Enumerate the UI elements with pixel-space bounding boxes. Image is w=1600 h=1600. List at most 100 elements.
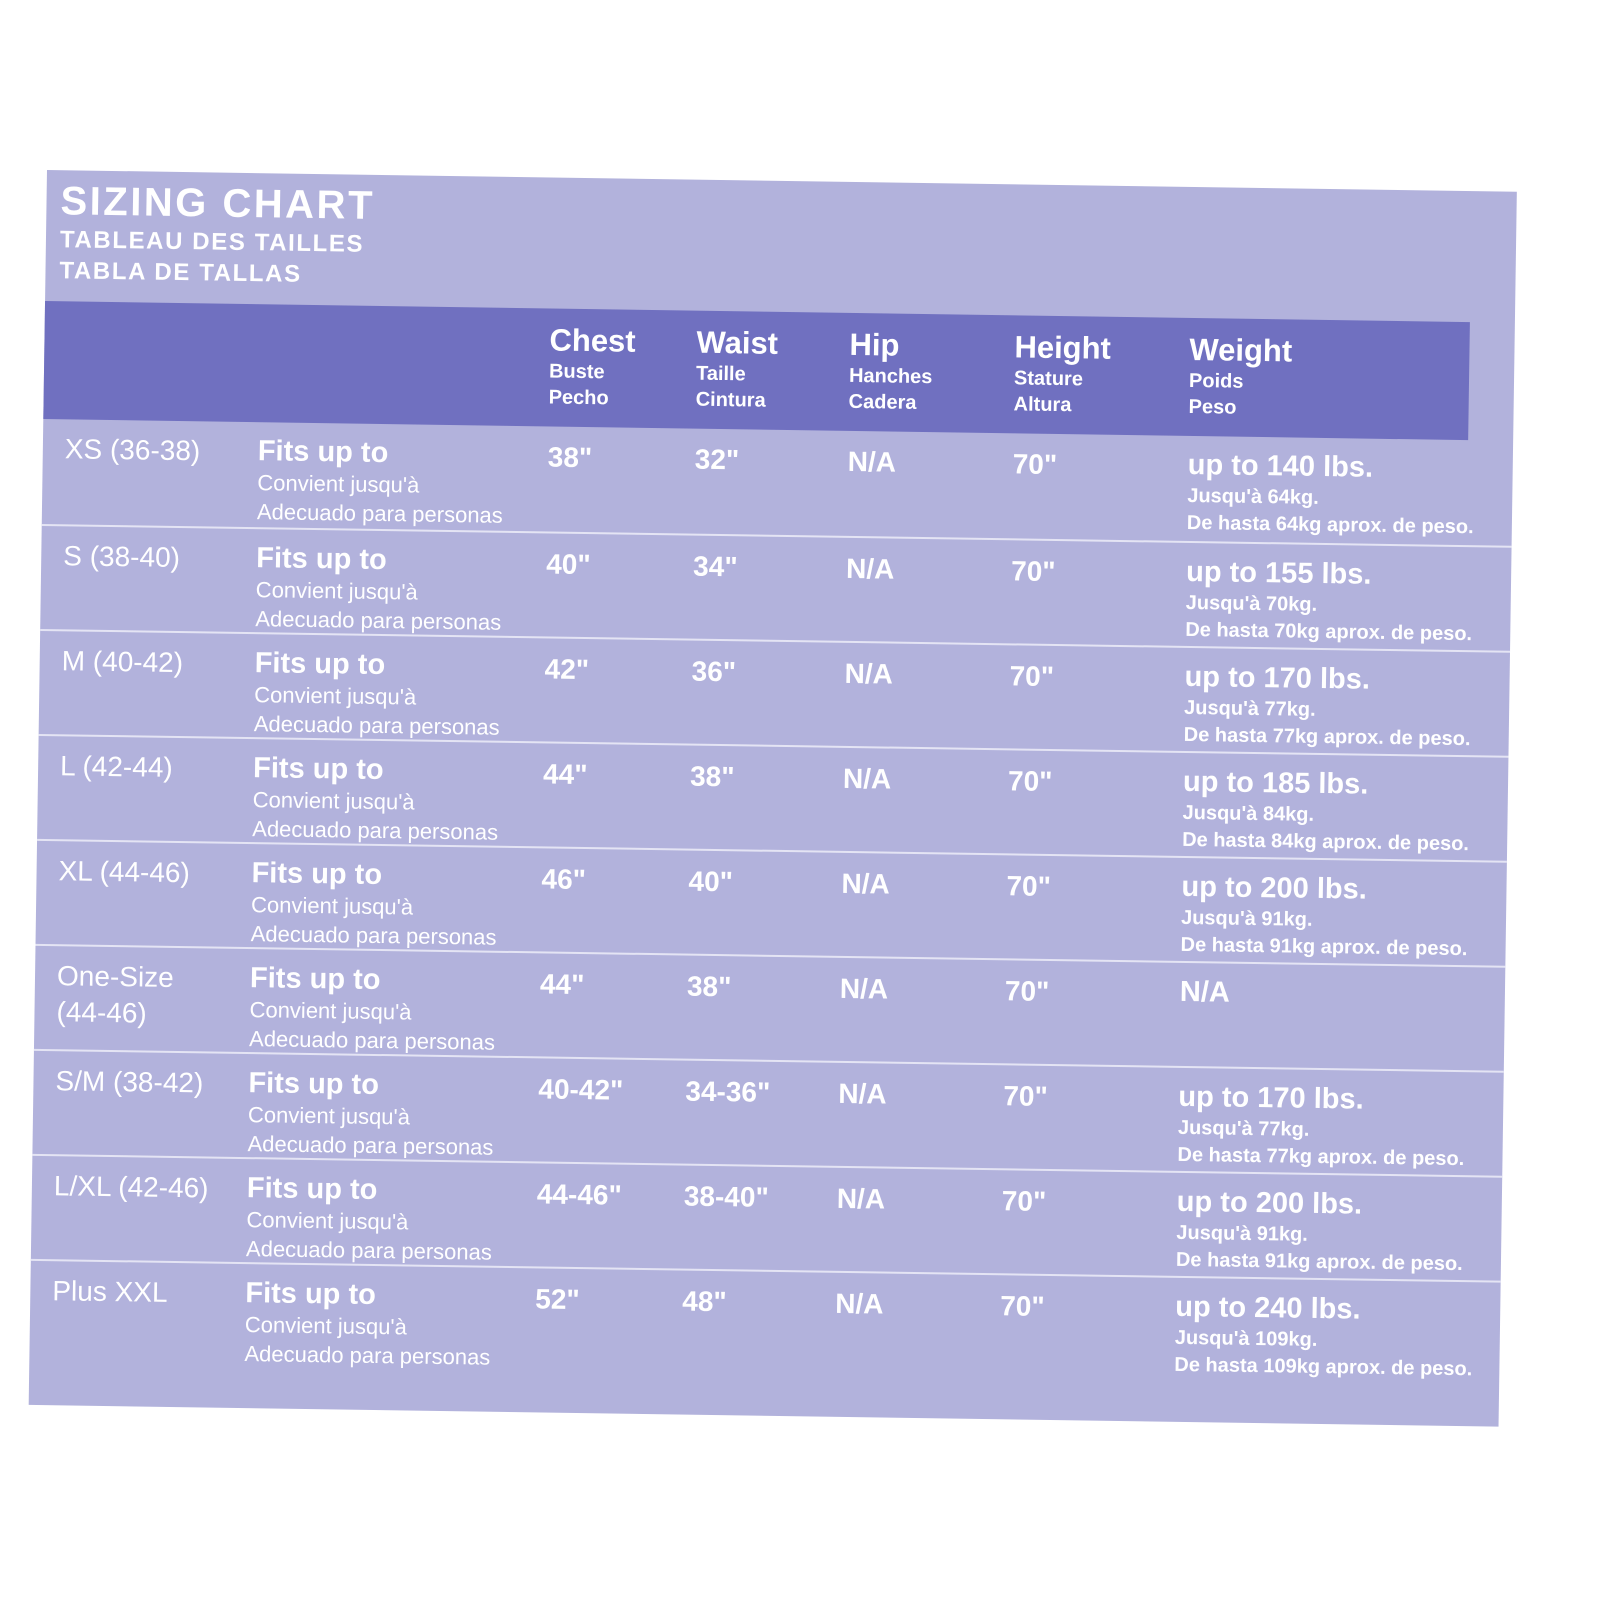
sizing-chart-card: SIZING CHART TABLEAU DES TAILLES TABLA D… [28, 170, 1517, 1427]
fits-up-to-spanish: Adecuado para personas [256, 499, 503, 528]
fits-up-to-french: Convient jusqu'à [254, 682, 417, 710]
chest-value: 38" [547, 441, 593, 474]
fits-up-to-french: Convient jusqu'à [257, 470, 420, 498]
weight-block: up to 200 lbs. Jusqu'à 91kg. De hasta 91kg… [1180, 870, 1511, 964]
size-label-line2: (44-46) [56, 996, 147, 1029]
weight-block: up to 185 lbs. Jusqu'à 84kg. De hasta 84kg… [1182, 765, 1513, 859]
fits-up-to-block: Fits up to Convient jusqu'à Adecuado para … [249, 961, 570, 1058]
size-label: S/M (38-42) [55, 1063, 271, 1102]
weight-value-english: up to 240 lbs. [1175, 1290, 1361, 1326]
weight-block: N/A [1180, 975, 1510, 1015]
fits-up-to-english: Fits up to [257, 435, 389, 470]
hip-value: N/A [839, 972, 889, 1005]
size-label: Plus XXL [52, 1273, 268, 1312]
fits-up-to-block: Fits up to Convient jusqu'à Adecuado para … [250, 856, 571, 953]
size-label: One-Size (44-46) [56, 958, 272, 1033]
fits-up-to-french: Convient jusqu'à [252, 787, 415, 815]
waist-value: 34" [692, 550, 738, 583]
chest-value: 44-46" [536, 1178, 622, 1211]
waist-value: 38" [689, 760, 735, 793]
size-label-line1: L (42-44) [59, 750, 173, 783]
fits-up-to-french: Convient jusqu'à [255, 577, 418, 605]
waist-value: 34-36" [685, 1075, 771, 1108]
fits-up-to-block: Fits up to Convient jusqu'à Adecuado para … [246, 1171, 567, 1268]
size-label: XS (36-38) [65, 431, 281, 470]
fits-up-to-english: Fits up to [251, 857, 383, 892]
column-header-hip: Hip Hanches Cadera [848, 326, 933, 414]
size-label-line1: One-Size [56, 960, 174, 993]
weight-value-spanish: De hasta 77kg aprox. de peso. [1177, 1143, 1465, 1171]
chest-value: 46" [541, 863, 587, 896]
table-header-band: Chest Buste Pecho Waist Taille Cintura H… [43, 300, 1470, 441]
fits-up-to-french: Convient jusqu'à [246, 1207, 409, 1235]
chest-value: 44" [542, 758, 588, 791]
weight-value-english: up to 185 lbs. [1182, 765, 1369, 801]
height-value: 70" [1003, 1080, 1049, 1112]
weight-value-english: up to 170 lbs. [1184, 660, 1371, 696]
fits-up-to-block: Fits up to Convient jusqu'à Adecuado para … [247, 1066, 568, 1163]
column-header-weight: Weight Poids Peso [1188, 331, 1293, 419]
fits-up-to-english: Fits up to [254, 647, 386, 682]
waist-value: 32" [694, 443, 740, 476]
column-header-waist: Waist Taille Cintura [695, 324, 779, 412]
waist-value: 38-40" [683, 1180, 769, 1213]
size-label-line1: XS (36-38) [64, 433, 201, 467]
height-value: 70" [1007, 765, 1053, 797]
height-value: 70" [1012, 448, 1058, 481]
weight-value-spanish: De hasta 64kg aprox. de peso. [1186, 511, 1474, 539]
hip-value: N/A [841, 867, 890, 900]
height-value: 70" [1006, 870, 1052, 902]
weight-value-spanish: De hasta 77kg aprox. de peso. [1183, 723, 1471, 751]
hip-value: N/A [836, 1182, 886, 1215]
fits-up-to-block: Fits up to Convient jusqu'à Adecuado para … [254, 646, 575, 743]
weight-value-spanish: De hasta 109kg aprox. de peso. [1174, 1353, 1473, 1381]
fits-up-to-block: Fits up to Convient jusqu'à Adecuado para … [244, 1276, 565, 1373]
hip-value: N/A [847, 445, 897, 478]
weight-value-english: up to 200 lbs. [1181, 870, 1368, 906]
hip-value: N/A [838, 1077, 887, 1110]
table-body: XS (36-38) Fits up to Convient jusqu'à Adec… [29, 419, 1513, 1386]
weight-block: up to 170 lbs. Jusqu'à 77kg. De hasta 77kg… [1177, 1080, 1508, 1174]
weight-block: up to 200 lbs. Jusqu'à 91kg. De hasta 91kg… [1176, 1185, 1507, 1279]
size-label-line1: Plus XXL [52, 1275, 168, 1308]
fits-up-to-french: Convient jusqu'à [250, 892, 414, 920]
hip-value: N/A [835, 1287, 884, 1320]
height-value: 70" [1009, 660, 1055, 692]
height-value: 70" [1004, 975, 1050, 1007]
hip-value: N/A [845, 552, 895, 585]
hip-value: N/A [844, 657, 894, 690]
fits-up-to-block: Fits up to Convient jusqu'à Adecuado para … [255, 541, 576, 638]
size-label-line1: S/M (38-42) [55, 1065, 204, 1099]
fits-up-to-english: Fits up to [252, 752, 384, 787]
waist-value: 36" [691, 655, 737, 688]
chest-value: 40" [545, 548, 591, 581]
fits-up-to-english: Fits up to [245, 1277, 377, 1312]
weight-value-english: up to 155 lbs. [1185, 555, 1372, 591]
fits-up-to-english: Fits up to [248, 1067, 380, 1102]
size-label-line1: L/XL (42-46) [53, 1170, 209, 1204]
height-value: 70" [1000, 1290, 1045, 1322]
weight-value-english: up to 200 lbs. [1176, 1185, 1363, 1221]
weight-value-spanish: De hasta 91kg aprox. de peso. [1180, 933, 1468, 961]
height-value: 70" [1001, 1185, 1047, 1217]
chest-value: 40-42" [538, 1073, 624, 1106]
weight-value-english: up to 170 lbs. [1178, 1080, 1364, 1116]
fits-up-to-french: Convient jusqu'à [249, 997, 412, 1025]
weight-block: up to 155 lbs. Jusqu'à 70kg. De hasta 70kg… [1185, 555, 1516, 649]
weight-value-spanish: De hasta 91kg aprox. de peso. [1175, 1248, 1463, 1276]
size-label-line1: XL (44-46) [58, 855, 191, 889]
hip-value: N/A [842, 762, 892, 795]
weight-block: up to 170 lbs. Jusqu'à 77kg. De hasta 77kg… [1184, 660, 1515, 754]
waist-value: 48" [682, 1285, 727, 1318]
size-label: L/XL (42-46) [54, 1168, 270, 1207]
weight-block: up to 140 lbs. Jusqu'à 64kg. De hasta 64kg… [1187, 448, 1518, 542]
column-header-chest: Chest Buste Pecho [548, 322, 636, 410]
size-label: S (38-40) [63, 538, 279, 577]
weight-value-spanish: De hasta 84kg aprox. de peso. [1182, 828, 1470, 856]
size-label: XL (44-46) [58, 853, 274, 892]
waist-value: 38" [686, 970, 732, 1003]
chest-value: 52" [535, 1283, 580, 1316]
sizing-chart-card-rotor: SIZING CHART TABLEAU DES TAILLES TABLA D… [28, 170, 1517, 1427]
fits-up-to-english: Fits up to [249, 962, 381, 997]
